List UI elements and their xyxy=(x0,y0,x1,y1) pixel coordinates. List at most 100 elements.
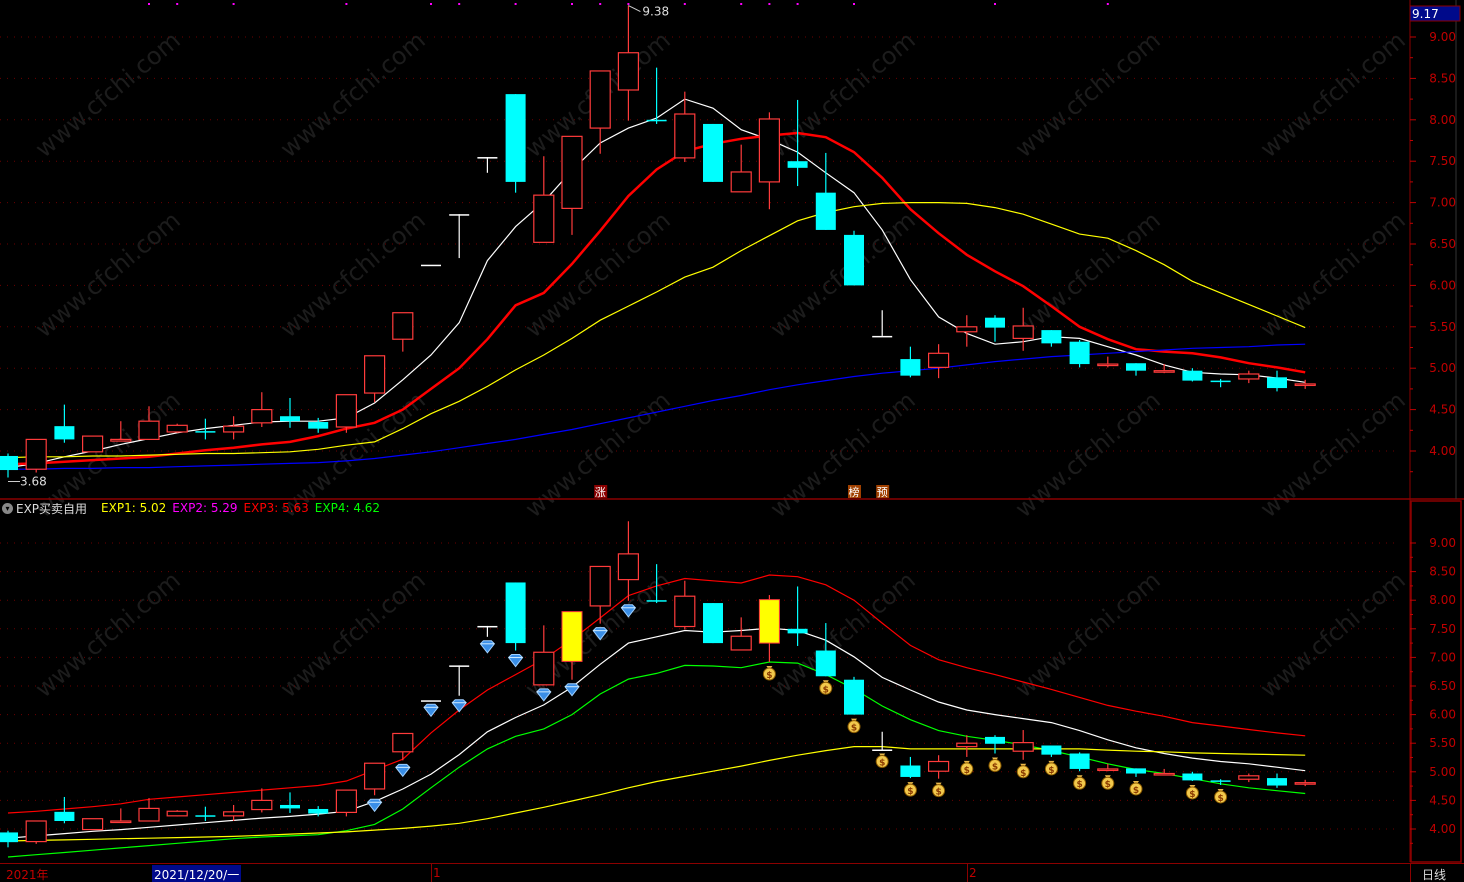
candle[interactable] xyxy=(280,398,300,428)
candle[interactable] xyxy=(81,435,104,453)
candle[interactable] xyxy=(81,818,104,831)
candle[interactable] xyxy=(872,731,893,751)
candle[interactable] xyxy=(927,755,950,779)
candle[interactable] xyxy=(1041,330,1062,347)
candle[interactable] xyxy=(1267,773,1287,788)
candle[interactable] xyxy=(54,404,75,443)
candle[interactable] xyxy=(364,355,386,403)
candle[interactable] xyxy=(335,789,357,817)
candle[interactable] xyxy=(195,806,216,821)
candle[interactable] xyxy=(421,700,441,702)
candle[interactable] xyxy=(477,625,498,637)
candle[interactable] xyxy=(703,603,723,644)
candle[interactable] xyxy=(505,582,526,651)
candle[interactable] xyxy=(1210,779,1231,785)
candle[interactable] xyxy=(1153,364,1175,374)
candle[interactable] xyxy=(758,112,781,210)
candle[interactable] xyxy=(1182,368,1203,382)
candle[interactable] xyxy=(646,67,667,124)
candle[interactable] xyxy=(1238,370,1260,384)
candle[interactable] xyxy=(1153,768,1175,776)
candle[interactable] xyxy=(392,732,414,761)
candle[interactable] xyxy=(787,99,808,187)
candle[interactable] xyxy=(985,735,1005,754)
candle[interactable] xyxy=(308,806,329,817)
candle[interactable] xyxy=(1069,340,1090,368)
candle[interactable] xyxy=(251,788,273,813)
candle[interactable] xyxy=(25,438,47,473)
candle[interactable] xyxy=(589,70,611,154)
candle[interactable] xyxy=(25,820,47,844)
candle[interactable] xyxy=(1238,773,1260,783)
candle[interactable] xyxy=(900,756,921,779)
candle[interactable] xyxy=(0,830,18,848)
candle[interactable] xyxy=(449,665,470,696)
candle[interactable] xyxy=(421,264,441,267)
candle[interactable] xyxy=(251,392,273,427)
candle[interactable] xyxy=(617,5,640,121)
candle[interactable] xyxy=(703,123,723,182)
candle[interactable] xyxy=(223,416,245,440)
candle[interactable] xyxy=(1182,771,1203,781)
candle[interactable] xyxy=(364,762,386,796)
candle[interactable] xyxy=(477,157,498,173)
candle[interactable] xyxy=(589,565,611,624)
candle[interactable] xyxy=(787,586,808,646)
candle[interactable] xyxy=(110,421,132,442)
candle[interactable] xyxy=(1097,356,1119,368)
candle[interactable] xyxy=(505,94,526,193)
candle[interactable] xyxy=(1267,370,1287,392)
candle[interactable] xyxy=(872,310,893,338)
candle[interactable] xyxy=(956,735,978,757)
candle[interactable] xyxy=(533,625,555,686)
candle[interactable] xyxy=(392,312,414,352)
candle[interactable] xyxy=(533,156,555,243)
candle[interactable] xyxy=(617,521,640,601)
candle[interactable] xyxy=(956,315,978,347)
candle[interactable] xyxy=(674,580,696,630)
candle[interactable] xyxy=(674,91,696,163)
candle[interactable] xyxy=(1041,745,1062,757)
candle[interactable] xyxy=(815,623,836,677)
event-badge[interactable] xyxy=(594,485,608,498)
candle[interactable] xyxy=(844,230,864,286)
candle[interactable] xyxy=(1126,363,1146,376)
candle[interactable] xyxy=(308,417,329,433)
candle[interactable] xyxy=(985,315,1005,342)
candle[interactable] xyxy=(138,406,160,441)
candle[interactable] xyxy=(1012,307,1034,351)
event-badge[interactable] xyxy=(848,485,861,498)
candle[interactable] xyxy=(1069,752,1090,772)
candle[interactable] xyxy=(1294,379,1316,389)
candle[interactable] xyxy=(280,792,300,813)
candle[interactable] xyxy=(561,611,583,680)
candle[interactable] xyxy=(844,676,864,715)
candle[interactable] xyxy=(0,453,18,478)
event-badge[interactable] xyxy=(876,485,890,498)
candle[interactable] xyxy=(758,595,780,662)
candle[interactable] xyxy=(1210,378,1231,388)
candle[interactable] xyxy=(815,152,836,230)
candle[interactable] xyxy=(730,617,752,651)
candle[interactable] xyxy=(646,564,667,604)
candle[interactable] xyxy=(449,214,470,259)
period-selector[interactable]: 日线 xyxy=(1422,868,1447,882)
candle[interactable] xyxy=(166,423,188,433)
candle[interactable] xyxy=(335,394,357,433)
candle[interactable] xyxy=(1012,730,1034,760)
candle[interactable] xyxy=(195,418,216,440)
candle[interactable] xyxy=(54,796,75,824)
candle[interactable] xyxy=(166,810,188,817)
candle[interactable] xyxy=(1097,763,1119,772)
candle[interactable] xyxy=(138,798,160,822)
candle[interactable] xyxy=(1126,768,1146,777)
candle[interactable] xyxy=(1294,779,1316,787)
candle[interactable] xyxy=(561,135,583,235)
candle[interactable] xyxy=(110,808,132,824)
candle[interactable] xyxy=(927,344,950,379)
indicator-name[interactable]: EXP买卖自用 xyxy=(16,501,88,516)
candle[interactable] xyxy=(900,346,921,378)
candle[interactable] xyxy=(730,144,752,193)
collapse-indicator-button[interactable]: ▾ xyxy=(2,502,13,514)
